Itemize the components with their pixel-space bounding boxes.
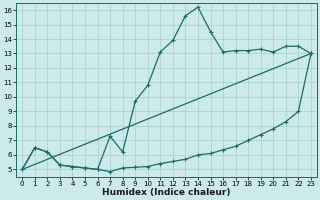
- X-axis label: Humidex (Indice chaleur): Humidex (Indice chaleur): [102, 188, 231, 197]
